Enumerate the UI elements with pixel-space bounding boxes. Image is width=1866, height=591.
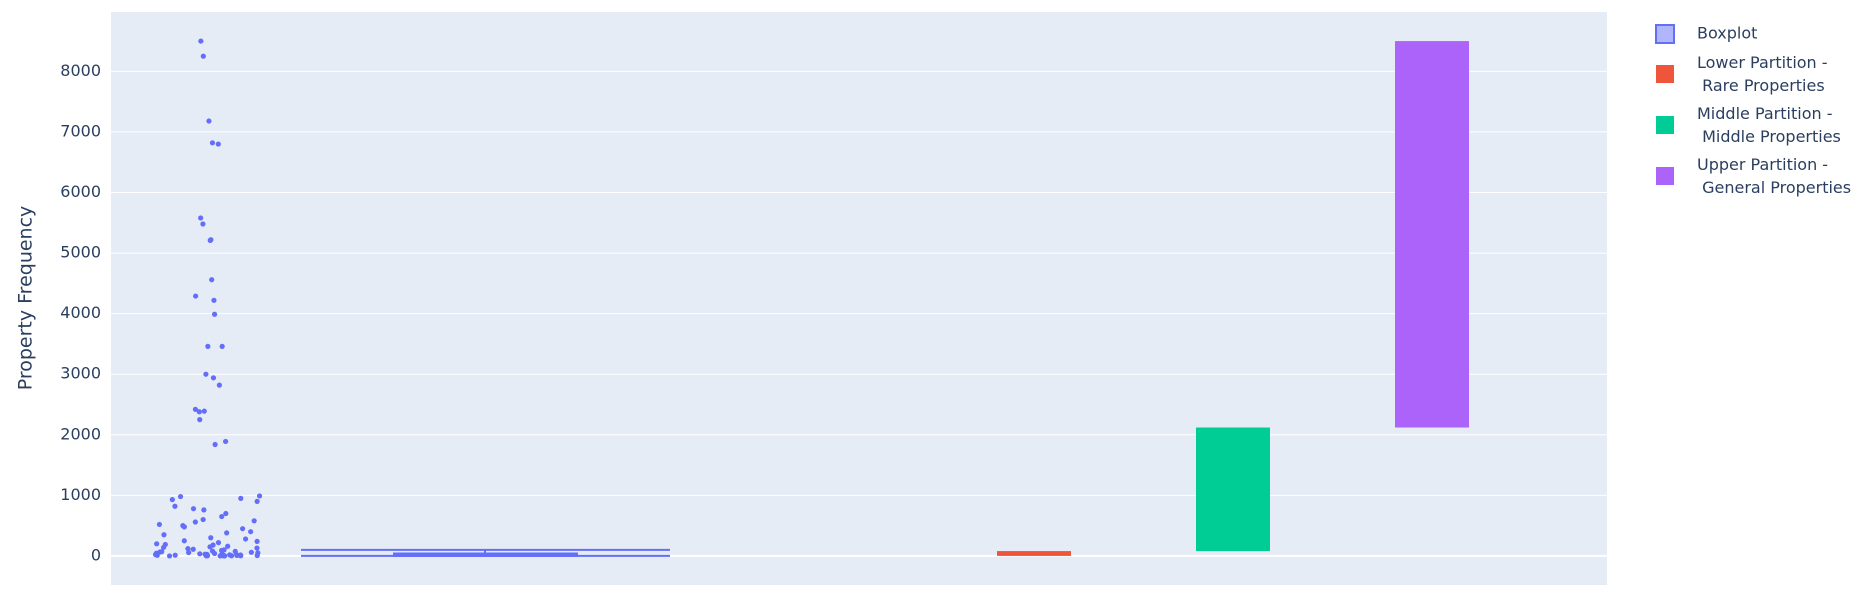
outlier-point [254,498,260,505]
outlier-point [201,408,207,414]
outlier-point [242,536,249,542]
outlier-point [238,553,244,559]
outlier-point [198,38,204,44]
outlier-point [156,521,163,528]
outlier-point [254,538,260,544]
outlier-point [203,553,209,559]
outlier-point [211,297,217,303]
outlier-point [197,417,203,423]
outlier-point [248,549,254,555]
outlier-point [154,541,160,547]
outlier-point [166,553,173,559]
outlier-point [248,529,254,535]
outlier-point [185,546,191,552]
y-tick-label: 5000 [60,243,101,262]
bar [1196,427,1270,552]
y-tick-label: 0 [91,545,101,564]
y-tick-label: 4000 [60,303,101,322]
outlier-point [192,406,199,412]
outlier-point [201,507,207,513]
y-tick-label: 2000 [60,424,101,443]
outlier-point [211,311,218,317]
outlier-point [209,277,215,283]
outlier-point [207,544,213,550]
y-axis-title: Property Frequency [15,206,37,391]
outlier-point [200,53,206,59]
outlier-point [223,510,229,517]
outlier-point [238,495,244,501]
outlier-point [186,549,192,556]
outlier-point [172,552,178,558]
legend-swatch [1656,116,1674,134]
outlier-point [219,513,225,520]
outlier-point [172,503,178,509]
outlier-point [228,553,235,559]
outlier-point [160,544,167,551]
outlier-point [190,506,197,512]
outlier-point [207,237,213,243]
plot-background [111,12,1607,585]
outlier-point [169,496,175,503]
outlier-point [251,518,257,524]
legend-swatch [1656,167,1674,185]
legend-label: Lower Partition - Rare Properties [1697,53,1828,95]
bar [1395,41,1469,428]
outlier-point [208,535,214,541]
outlier-point [210,375,217,381]
y-tick-label: 1000 [60,485,101,504]
outlier-point [203,371,209,377]
outlier-point [200,516,206,523]
outlier-point [216,382,222,388]
outlier-point [234,552,240,559]
outlier-point [196,409,202,415]
legend-label: Upper Partition - General Properties [1697,155,1851,197]
outlier-point [215,540,222,546]
outlier-point [209,140,216,146]
outlier-point [217,553,223,559]
outlier-point [211,550,218,557]
outlier-point [200,221,206,227]
legend-label: Boxplot [1697,24,1757,43]
legend-swatch [1656,65,1674,83]
y-tick-label: 3000 [60,364,101,383]
y-tick-label: 8000 [60,61,101,80]
outlier-point [221,553,227,559]
outlier-point [240,526,246,532]
outlier-point [254,545,260,551]
y-tick-label: 7000 [60,121,101,140]
outlier-point [190,546,196,552]
outlier-point [161,532,167,538]
outlier-point [254,552,260,559]
outlier-point [177,493,184,500]
outlier-point [198,215,204,221]
outlier-point [225,543,231,549]
outlier-point [223,438,229,445]
outlier-point [224,530,230,536]
outlier-point [205,343,211,349]
outlier-point [206,118,212,124]
outlier-point [219,343,225,349]
outlier-point [197,551,203,557]
outlier-point [192,519,198,525]
outlier-point [181,538,187,544]
outlier-point [215,141,221,147]
legend-swatch [1655,24,1675,44]
bar [997,551,1071,556]
outlier-point [256,493,263,499]
outlier-point [193,293,199,299]
outlier-point [212,441,218,448]
legend-label: Middle Partition - Middle Properties [1697,104,1841,146]
y-tick-label: 6000 [60,182,101,201]
outlier-point [154,552,160,558]
outlier-point [181,524,187,530]
